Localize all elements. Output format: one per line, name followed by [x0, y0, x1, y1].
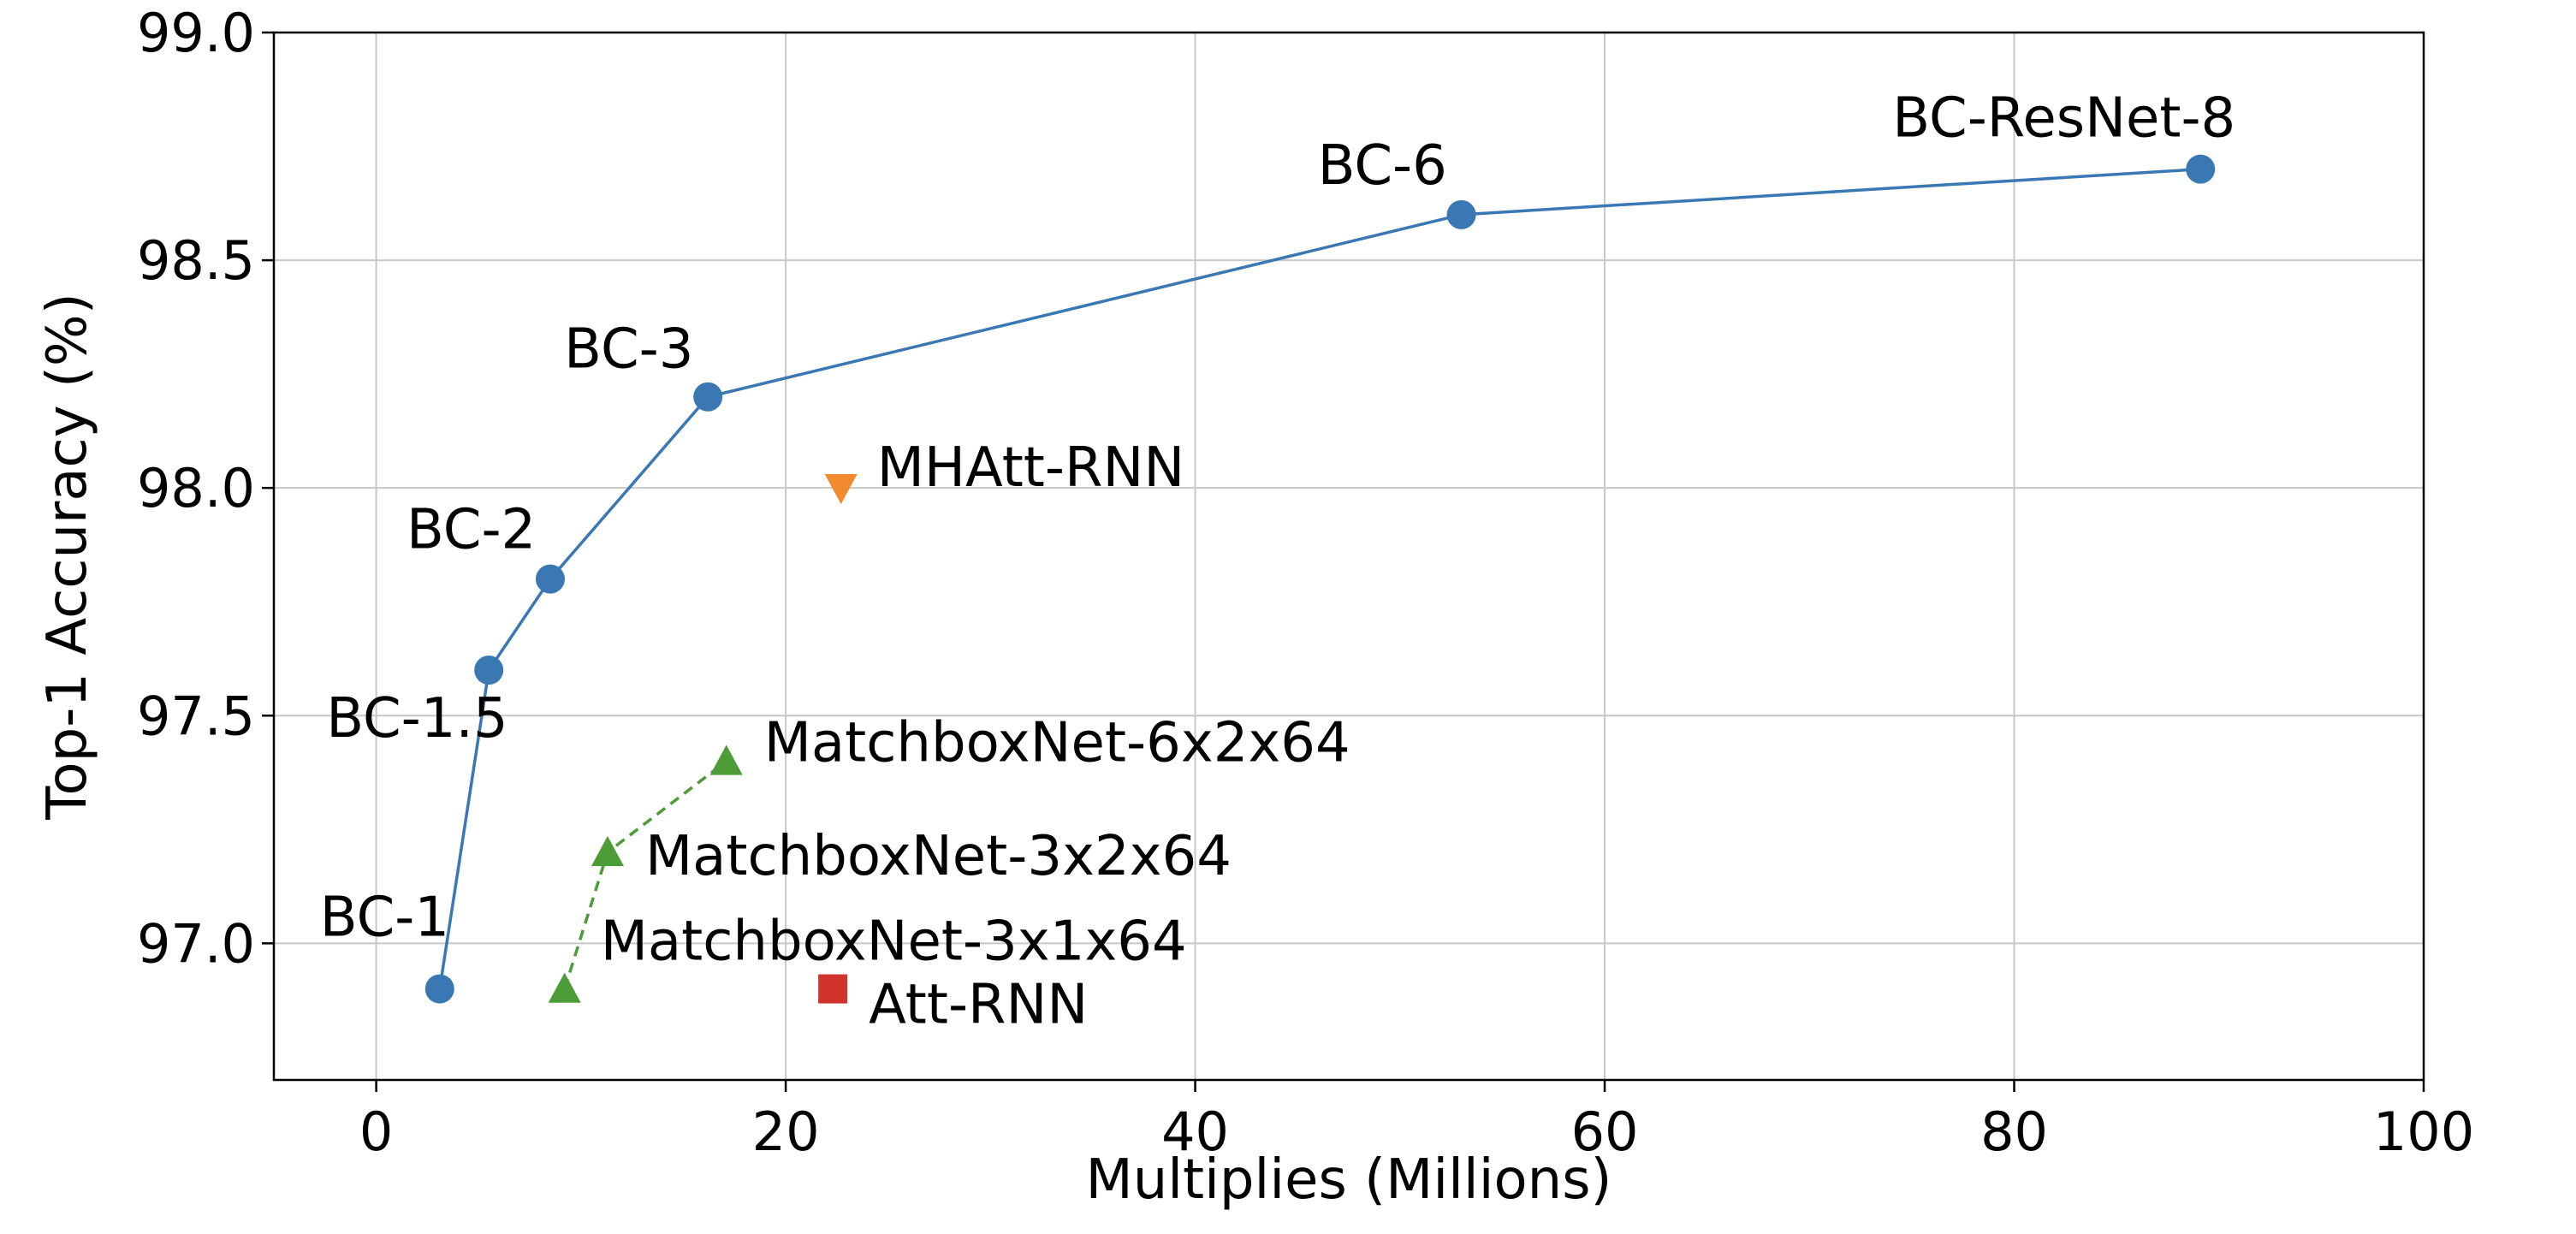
- data-point-bc-resnet-8: [2186, 154, 2216, 184]
- data-point-att-rnn: [818, 974, 848, 1004]
- y-tick-label: 99.0: [137, 2, 255, 64]
- data-point-matchboxnet-6x2x64: [709, 745, 743, 775]
- y-axis-label: Top-1 Accuracy (%): [36, 293, 99, 820]
- point-label: MatchboxNet-6x2x64: [764, 711, 1350, 774]
- point-label: BC-2: [407, 499, 536, 562]
- point-labels: BC-1 BC-1.5 BC-2 BC-3 BC-6 BC-ResNet-8 Matchbo…: [320, 87, 2235, 1037]
- y-tick-label: 98.5: [137, 229, 255, 292]
- x-tick-label: 40: [1161, 1101, 1229, 1163]
- point-label: Att-RNN: [869, 974, 1088, 1037]
- x-tick-label: 20: [752, 1101, 820, 1163]
- point-label: BC-3: [564, 318, 693, 382]
- data-point-bc-6: [1446, 199, 1476, 229]
- data-point-matchboxnet-3x2x64: [591, 835, 624, 867]
- x-tick-label: 0: [359, 1101, 393, 1163]
- x-tick-label: 80: [1980, 1101, 2048, 1163]
- plot-area-frame: [272, 31, 2425, 1082]
- y-tick-label: 98.0: [137, 457, 255, 519]
- point-label: BC-ResNet-8: [1892, 87, 2235, 151]
- y-axis-ticks: 97.0 97.5 98.0 98.5 99.0: [137, 2, 274, 975]
- data-point-bc-1: [424, 974, 454, 1004]
- x-tick-label: 100: [2373, 1101, 2474, 1163]
- x-axis-label: Multiplies (Millions): [1085, 1148, 1611, 1212]
- data-point-bc-3: [693, 382, 723, 412]
- data-markers: [424, 154, 2216, 1004]
- point-label: BC-1: [320, 887, 449, 950]
- point-label: BC-1.5: [326, 687, 507, 750]
- point-label: MatchboxNet-3x1x64: [601, 911, 1187, 974]
- point-label: MatchboxNet-3x2x64: [645, 825, 1232, 888]
- point-label: MHAtt-RNN: [877, 436, 1185, 500]
- data-point-matchboxnet-3x1x64: [548, 972, 581, 1003]
- data-point-mhatt-rnn: [824, 474, 858, 505]
- data-point-bc-1-5: [474, 656, 504, 685]
- y-tick-label: 97.0: [137, 912, 255, 975]
- point-label: BC-6: [1318, 134, 1447, 198]
- x-axis-ticks: 0 20 40 60 80 100: [359, 1080, 2474, 1163]
- x-tick-label: 60: [1571, 1101, 1639, 1163]
- y-tick-label: 97.5: [137, 685, 255, 747]
- data-point-bc-2: [535, 564, 565, 594]
- series-line: [438, 167, 2201, 989]
